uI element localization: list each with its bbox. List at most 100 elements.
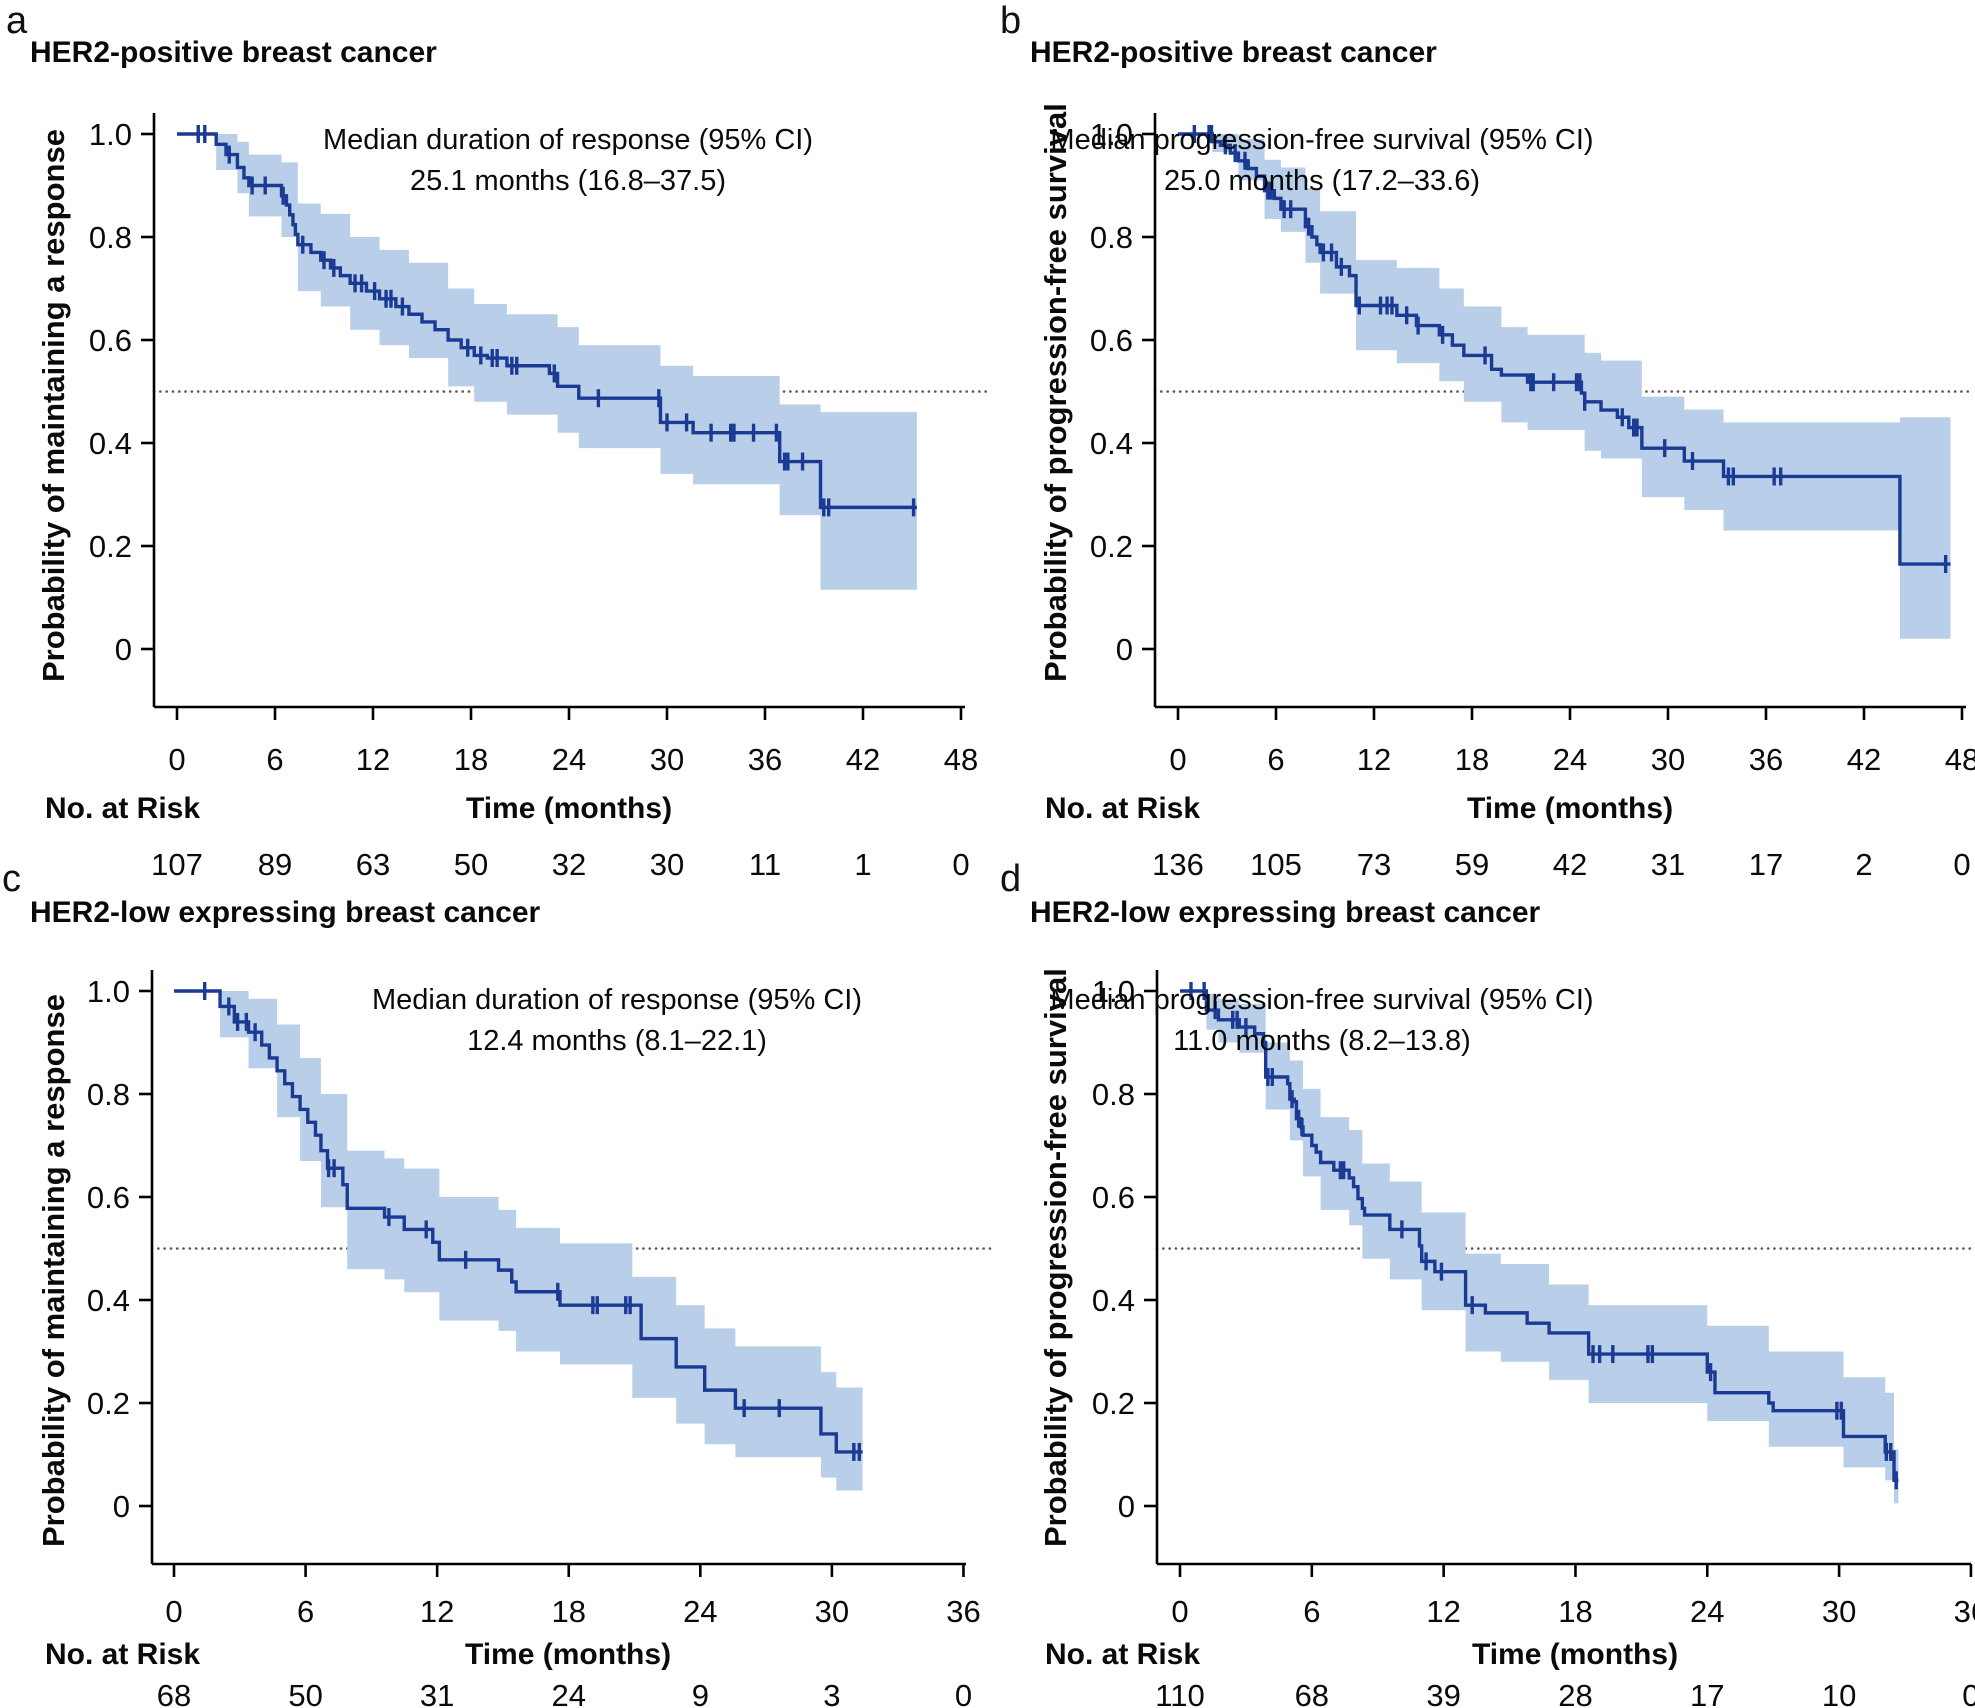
panel-b-no-at-risk-label: No. at Risk	[1045, 792, 1201, 825]
panel-a-annotation-line1: Median duration of response (95% CI)	[322, 124, 814, 156]
x-tick-label: 6	[1303, 1594, 1320, 1629]
x-tick-label: 0	[165, 1594, 182, 1629]
risk-count: 9	[692, 1678, 709, 1708]
y-tick-label: 0.2	[87, 1386, 130, 1421]
y-tick-label: 0.8	[1092, 1077, 1135, 1112]
panel-a-letter: a	[6, 0, 28, 42]
panel-c-annotation-line2: 12.4 months (8.1–22.1)	[467, 1025, 767, 1057]
y-tick-label: 0.8	[89, 220, 132, 255]
panel-d-no-at-risk-label: No. at Risk	[1045, 1638, 1201, 1671]
x-tick-label: 12	[420, 1594, 454, 1629]
y-tick-label: 1.0	[1092, 974, 1135, 1009]
risk-count: 136	[1152, 847, 1204, 882]
panel-b-x-axis-title: Time (months)	[1466, 792, 1674, 825]
x-tick-label: 0	[168, 742, 185, 777]
panel-a-title: HER2-positive breast cancer	[30, 36, 437, 69]
confidence-interval-band	[1206, 993, 1899, 1504]
panel-b-letter: b	[1000, 0, 1022, 42]
x-tick-label: 36	[748, 742, 782, 777]
risk-count: 73	[1357, 847, 1391, 882]
y-tick-label: 0.2	[1090, 529, 1133, 564]
panel-d-y-axis-title: Probability of progression-free survival	[1038, 968, 1073, 1547]
panel-b-annotation-line1: Median progression-free survival (95% CI…	[1050, 124, 1594, 156]
panel-b-y-axis-title: Probability of progression-free survival	[1038, 103, 1073, 682]
y-tick-label: 0.4	[1090, 426, 1133, 461]
panel-c-x-axis-title: Time (months)	[464, 1638, 672, 1671]
risk-count: 2	[1855, 847, 1872, 882]
panel-d-plot: 1.0 0.8 0.6 0.4 0.2 0 0 110 6 68 12 39 18 28 24 17 30 10 3…	[1092, 970, 1975, 1708]
x-tick-label: 24	[683, 1594, 717, 1629]
y-tick-label: 0.2	[1092, 1386, 1135, 1421]
y-tick-label: 1.0	[87, 974, 130, 1009]
risk-count: 68	[1295, 1678, 1329, 1708]
risk-count: 28	[1558, 1678, 1592, 1708]
y-tick-label: 0.8	[87, 1077, 130, 1112]
km-survival-curve	[174, 989, 863, 1454]
panel-c-title: HER2-low expressing breast cancer	[30, 896, 541, 929]
y-tick-label: 0	[113, 1489, 130, 1524]
x-tick-label: 48	[944, 742, 978, 777]
x-tick-label: 12	[1357, 742, 1391, 777]
y-tick-label: 0.4	[89, 426, 132, 461]
risk-count: 50	[454, 847, 488, 882]
y-tick-label: 0.6	[1092, 1180, 1135, 1215]
x-tick-label: 36	[1954, 1594, 1975, 1629]
y-tick-label: 0.4	[87, 1283, 130, 1318]
x-tick-label: 30	[815, 1594, 849, 1629]
y-tick-label: 0.2	[89, 529, 132, 564]
risk-count: 0	[1953, 847, 1970, 882]
x-tick-label: 18	[1455, 742, 1489, 777]
risk-count: 105	[1250, 847, 1302, 882]
x-tick-label: 18	[454, 742, 488, 777]
x-tick-label: 36	[1749, 742, 1783, 777]
panel-b-title: HER2-positive breast cancer	[1030, 36, 1437, 69]
x-tick-label: 12	[1426, 1594, 1460, 1629]
risk-count: 0	[952, 847, 969, 882]
panel-c-plot: 1.0 0.8 0.6 0.4 0.2 0 0 68 6 50 12 31 18 24 24 9 30 3 36 0	[87, 970, 998, 1708]
x-tick-label: 6	[1267, 742, 1284, 777]
risk-count: 0	[1962, 1678, 1975, 1708]
panel-d-x-axis-title: Time (months)	[1471, 1638, 1679, 1671]
panel-c-no-at-risk-label: No. at Risk	[45, 1638, 201, 1671]
x-tick-label: 24	[1553, 742, 1587, 777]
x-tick-label: 36	[946, 1594, 980, 1629]
x-tick-label: 30	[1651, 742, 1685, 777]
risk-count: 31	[1651, 847, 1685, 882]
risk-count: 3	[823, 1678, 840, 1708]
risk-count: 39	[1426, 1678, 1460, 1708]
y-tick-label: 0.4	[1092, 1283, 1135, 1318]
risk-count: 17	[1749, 847, 1783, 882]
y-tick-label: 0.6	[87, 1180, 130, 1215]
panel-a-plot: 1.0 0.8 0.6 0.4 0.2 0 0 107 6 89 12 63 18 50 24 32 30 30 3…	[89, 113, 993, 882]
y-tick-label: 1.0	[89, 117, 132, 152]
risk-count: 24	[551, 1678, 585, 1708]
panel-c-annotation-line1: Median duration of response (95% CI)	[371, 984, 863, 1016]
risk-count: 0	[955, 1678, 972, 1708]
panel-c-letter: c	[2, 858, 21, 900]
risk-count: 50	[288, 1678, 322, 1708]
risk-count: 63	[356, 847, 390, 882]
panel-d-annotation-line2: 11.0 months (8.2–13.8)	[1173, 1025, 1471, 1057]
risk-count: 68	[157, 1678, 191, 1708]
x-tick-label: 30	[1822, 1594, 1856, 1629]
x-tick-label: 24	[552, 742, 586, 777]
y-tick-label: 0	[1118, 1489, 1135, 1524]
risk-count: 31	[420, 1678, 454, 1708]
panel-a-annotation-line2: 25.1 months (16.8–37.5)	[410, 165, 726, 197]
x-tick-label: 0	[1171, 1594, 1188, 1629]
confidence-interval-band	[220, 991, 863, 1491]
y-tick-label: 0.8	[1090, 220, 1133, 255]
risk-count: 11	[749, 847, 781, 882]
y-tick-label: 0	[1116, 632, 1133, 667]
x-tick-label: 18	[1558, 1594, 1592, 1629]
x-tick-label: 0	[1169, 742, 1186, 777]
x-tick-label: 18	[551, 1594, 585, 1629]
panel-d-annotation-line1: Median progression-free survival (95% CI…	[1050, 984, 1594, 1016]
panel-c-y-axis-title: Probability of maintaining a response	[36, 994, 71, 1547]
x-tick-label: 42	[1847, 742, 1881, 777]
panel-a-x-axis-title: Time (months)	[465, 792, 673, 825]
risk-count: 110	[1155, 1678, 1204, 1708]
x-tick-label: 6	[297, 1594, 314, 1629]
